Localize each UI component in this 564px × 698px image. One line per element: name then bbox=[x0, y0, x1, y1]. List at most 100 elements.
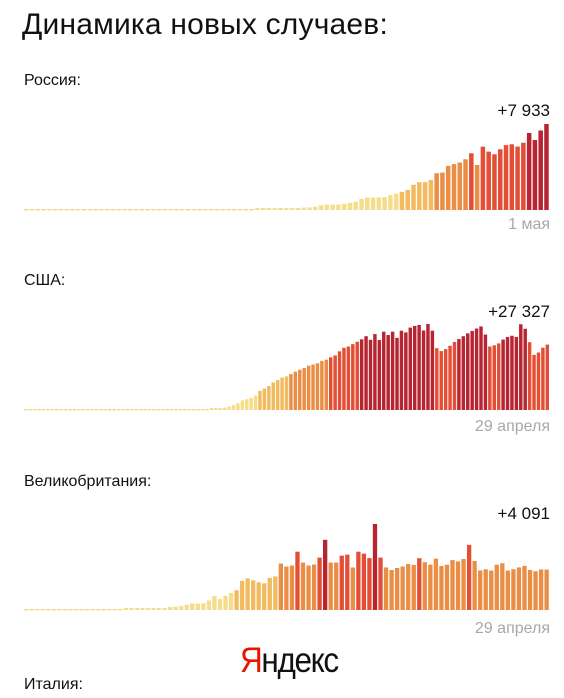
bar bbox=[130, 409, 134, 411]
bar bbox=[351, 344, 355, 410]
bar bbox=[214, 408, 218, 410]
bar bbox=[521, 142, 526, 210]
bar bbox=[466, 333, 470, 410]
bar bbox=[505, 570, 511, 610]
bar bbox=[372, 524, 378, 610]
bar bbox=[77, 409, 81, 411]
bar bbox=[284, 376, 289, 410]
bar bbox=[400, 566, 405, 610]
bar bbox=[140, 608, 145, 610]
bar bbox=[190, 603, 195, 610]
bar bbox=[179, 606, 184, 610]
bar bbox=[350, 567, 355, 610]
bar bbox=[24, 609, 29, 611]
bar bbox=[448, 345, 452, 410]
bar bbox=[110, 209, 116, 211]
bar bbox=[496, 343, 501, 410]
bar bbox=[214, 209, 220, 211]
bar bbox=[240, 400, 245, 410]
bar bbox=[500, 563, 505, 610]
country-label-russia: Россия: bbox=[24, 72, 81, 89]
bar bbox=[353, 201, 358, 210]
bar bbox=[167, 607, 173, 610]
bar bbox=[196, 409, 200, 411]
bar bbox=[527, 342, 532, 410]
bar bbox=[162, 607, 167, 610]
bar bbox=[24, 209, 29, 211]
bar bbox=[200, 409, 205, 411]
bar bbox=[501, 339, 505, 410]
bar bbox=[174, 409, 178, 411]
bar bbox=[68, 409, 72, 411]
bar bbox=[324, 204, 330, 210]
bar bbox=[532, 354, 536, 410]
bar bbox=[444, 564, 450, 610]
bar bbox=[255, 208, 260, 210]
bar bbox=[99, 209, 104, 211]
bar bbox=[68, 609, 73, 611]
bar bbox=[258, 390, 262, 410]
bar bbox=[28, 409, 32, 411]
bar bbox=[76, 209, 81, 211]
bar bbox=[129, 608, 134, 610]
yandex-logo-first-letter: Я bbox=[240, 641, 263, 680]
bar bbox=[470, 330, 474, 410]
bar bbox=[112, 609, 117, 611]
bar bbox=[103, 409, 108, 411]
bar bbox=[243, 209, 249, 211]
bar bbox=[426, 324, 430, 410]
bar bbox=[54, 409, 59, 411]
bar bbox=[139, 209, 145, 211]
bar bbox=[417, 324, 421, 410]
bar bbox=[52, 209, 58, 211]
bar bbox=[370, 197, 376, 210]
bar bbox=[35, 209, 41, 211]
bar bbox=[478, 570, 483, 610]
bar bbox=[450, 560, 455, 610]
bar bbox=[509, 144, 515, 210]
bar bbox=[328, 562, 333, 610]
bar bbox=[346, 346, 351, 410]
bar bbox=[93, 209, 98, 211]
bar bbox=[125, 409, 130, 411]
bar bbox=[336, 204, 341, 210]
bar bbox=[231, 405, 236, 410]
bar bbox=[217, 599, 223, 610]
latest-value-russia: +7 933 bbox=[497, 101, 550, 120]
bar bbox=[347, 202, 353, 210]
bar bbox=[313, 206, 318, 210]
bar bbox=[59, 409, 63, 411]
bar bbox=[84, 609, 90, 611]
bar bbox=[251, 580, 256, 610]
bar bbox=[445, 165, 451, 210]
bar bbox=[544, 569, 549, 610]
bar bbox=[228, 593, 234, 610]
bar bbox=[70, 209, 75, 211]
bar bbox=[469, 153, 474, 210]
bar bbox=[367, 558, 372, 610]
bar bbox=[503, 145, 509, 210]
bar bbox=[145, 209, 150, 211]
bar bbox=[359, 198, 364, 210]
bar bbox=[368, 339, 373, 410]
bar bbox=[293, 371, 298, 410]
bar bbox=[32, 409, 37, 411]
bar bbox=[527, 569, 533, 610]
bar bbox=[412, 325, 417, 410]
bar bbox=[428, 179, 434, 210]
bar bbox=[324, 359, 329, 410]
bar bbox=[433, 558, 439, 610]
bar bbox=[378, 557, 383, 610]
bar bbox=[399, 330, 404, 410]
country-label-italy: Италия: bbox=[24, 676, 83, 693]
bar bbox=[435, 348, 439, 410]
bar bbox=[390, 331, 395, 410]
bar bbox=[494, 564, 499, 610]
bar bbox=[147, 409, 152, 411]
bar bbox=[187, 409, 191, 411]
bar bbox=[356, 551, 361, 610]
bar bbox=[538, 569, 544, 610]
bar bbox=[249, 209, 254, 211]
bar bbox=[57, 609, 62, 611]
bar bbox=[472, 560, 477, 610]
